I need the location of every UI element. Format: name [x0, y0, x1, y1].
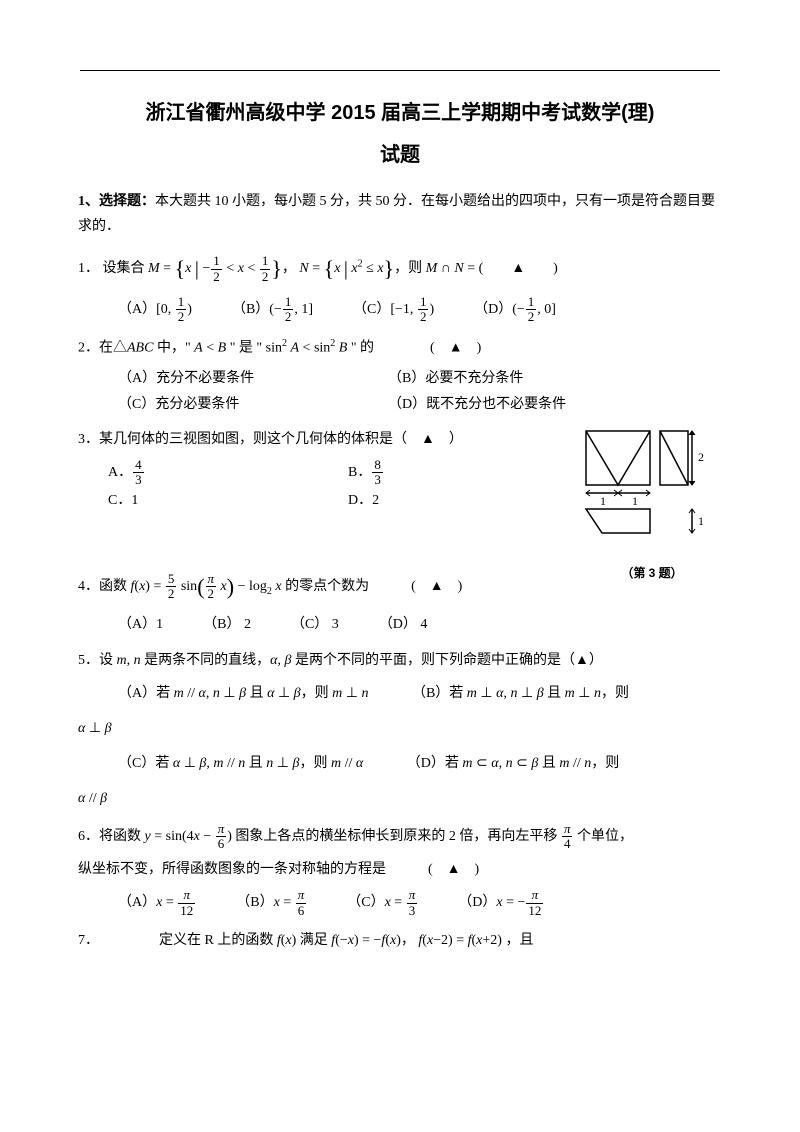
q1-blank: ▲ — [511, 261, 525, 276]
q6-opt-a: （A）x = π12 — [118, 888, 196, 918]
q5-opt-a: （A）若 m // α, n ⊥ β 且 α ⊥ β，则 m ⊥ n — [118, 686, 368, 701]
q5-b2: α ⊥ β — [78, 716, 722, 741]
q3-opt-a: A．43 — [108, 458, 348, 488]
q4-opt-c: （C） 3 — [291, 612, 339, 637]
svg-text:1: 1 — [632, 494, 638, 508]
q3-num: 3． — [78, 432, 99, 447]
q2-blank: ▲ — [449, 340, 463, 355]
q2-opt-a: （A）充分不必要条件 — [118, 366, 388, 391]
q2-opt-c: （C）充分必要条件 — [118, 392, 388, 417]
q5-opt-c: （C）若 α ⊥ β, m // n 且 n ⊥ β，则 m // α — [118, 756, 363, 771]
svg-text:1: 1 — [600, 494, 606, 508]
question-6: 6．将函数 y = sin(4x − π6) 图象上各点的横坐标伸长到原来的 2… — [78, 822, 722, 918]
section1-rest: 本大题共 10 小题，每小题 5 分，共 50 分．在每小题给出的四项中，只有一… — [78, 194, 715, 234]
q2-opt-b: （B）必要不充分条件 — [388, 366, 658, 391]
q3-opt-d: D．2 — [348, 488, 384, 513]
q6-opt-b: （B）x = π6 — [236, 888, 307, 918]
q1-opt-c: （C）[−1, 12) — [353, 295, 434, 325]
q5-blank: ▲ — [575, 653, 589, 668]
section1-heading: 1、选择题：本大题共 10 小题，每小题 5 分，共 50 分．在每小题给出的四… — [78, 189, 722, 239]
q2-num: 2． — [78, 340, 99, 355]
question-4: 4．函数 f(x) = 52 sin(π2 x) − log2 x 的零点个数为… — [78, 567, 722, 638]
svg-text:2: 2 — [698, 450, 704, 464]
q5-opt-d: （D）若 m ⊂ α, n ⊂ β 且 m // n，则 — [407, 756, 619, 771]
question-7: 7．定义在 R 上的函数 f(x) 满足 f(−x) = −f(x)， f(x−… — [78, 928, 722, 953]
q5-d2: α // β — [78, 786, 722, 811]
section1-bold: 1、选择题： — [78, 194, 155, 209]
q6-opt-d: （D）x = −π12 — [458, 888, 544, 918]
q7-num: 7． — [78, 933, 99, 948]
page-title-1: 浙江省衢州高级中学 2015 届高三上学期期中考试数学(理) — [78, 95, 722, 131]
q6-num: 6． — [78, 829, 99, 844]
q3-opt-c: C．1 — [108, 488, 348, 513]
svg-text:1: 1 — [698, 514, 704, 528]
question-3: 3．某几何体的三视图如图，则这个几何体的体积是（ ▲ ） A．43 C．1 B．… — [78, 427, 722, 557]
q1-opt-d: （D）(−12, 0] — [474, 295, 556, 325]
q4-num: 4． — [78, 579, 99, 594]
q3-diagram: 2 1 1 1 （第 3 题） — [582, 427, 722, 585]
q6-line2: 纵坐标不变，所得函数图象的一条对称轴的方程是 ( ▲ ) — [78, 857, 722, 882]
question-2: 2．在△ABC 中，" A < B " 是 " sin2 A < sin2 B … — [78, 335, 722, 417]
q1-pre: 设集合 — [103, 261, 149, 276]
q1-num: 1． — [78, 261, 99, 276]
q4-opt-b: （B） 2 — [203, 612, 251, 637]
question-1: 1． 设集合 M = {x | −12 < x < 12}， N = {x | … — [78, 249, 722, 324]
q3-stem: 某几何体的三视图如图，则这个几何体的体积是（ ▲ ） — [99, 432, 463, 447]
q6-opt-c: （C）x = π3 — [347, 888, 418, 918]
page-title-2: 试题 — [78, 137, 722, 173]
q4-opt-a: （A）1 — [118, 612, 163, 637]
q2-opt-d: （D）既不充分也不必要条件 — [388, 392, 658, 417]
question-5: 5．设 m, n 是两条不同的直线，α, β 是两个不同的平面，则下列命题中正确… — [78, 648, 722, 812]
q4-blank: ▲ — [430, 579, 444, 594]
q3-opt-b: B．83 — [348, 458, 384, 488]
q5-num: 5． — [78, 653, 99, 668]
q1-opt-b: （B）(−12, 1] — [232, 295, 313, 325]
q1-opt-a: （A）[0, 12) — [118, 295, 192, 325]
q5-opt-b: （B）若 m ⊥ α, n ⊥ β 且 m ⊥ n，则 — [412, 686, 629, 701]
q4-opt-d: （D） 4 — [379, 612, 428, 637]
